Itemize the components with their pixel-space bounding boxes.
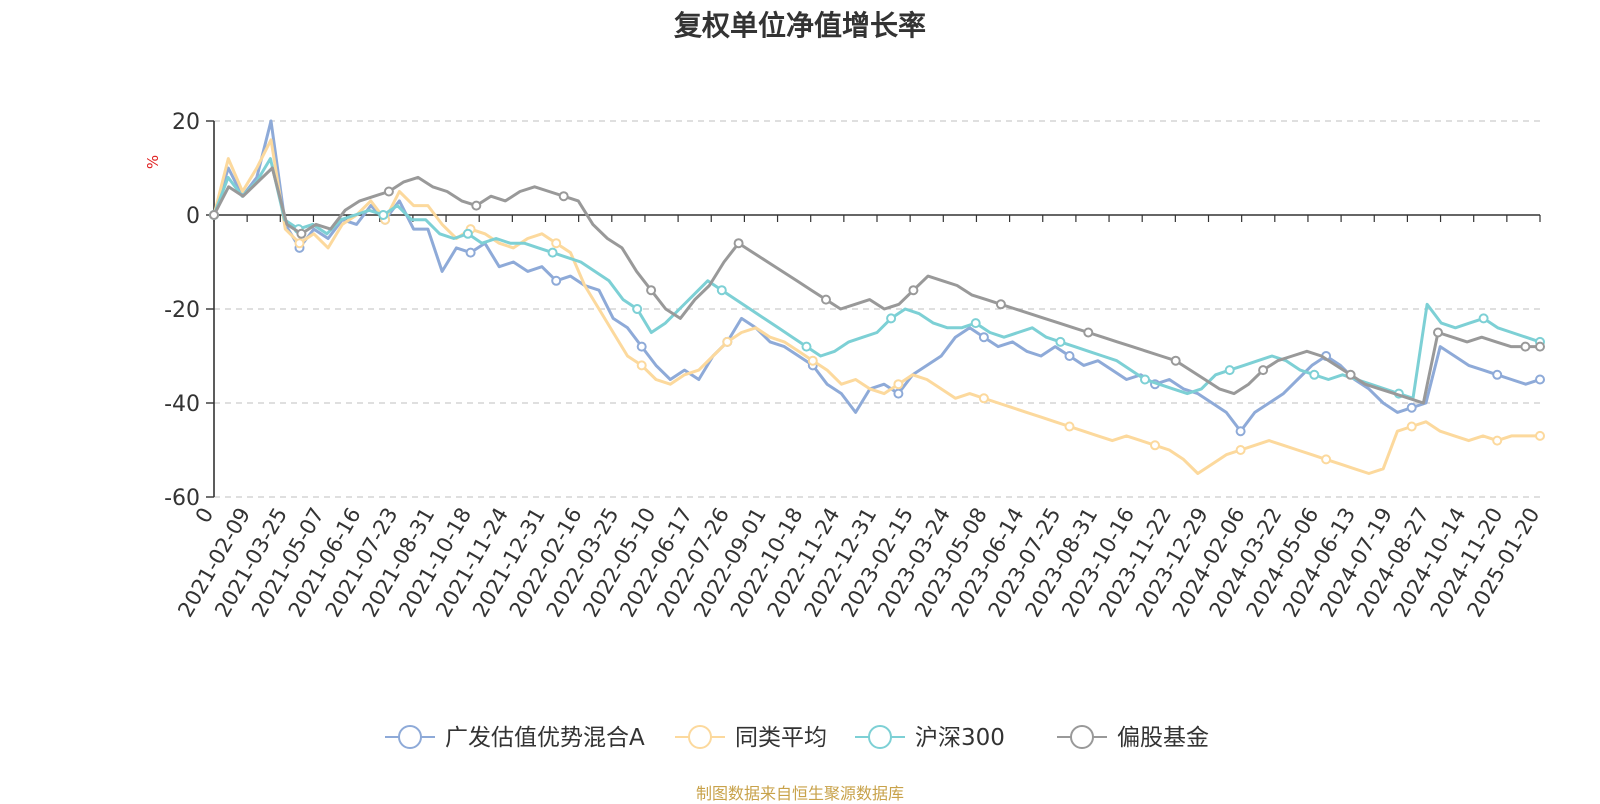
series-point-0	[1235, 426, 1246, 437]
y-tick-label: 20	[172, 110, 200, 135]
series-point-0	[893, 388, 904, 399]
x-tick-label: 0	[191, 504, 218, 528]
series-point-0	[1535, 374, 1545, 385]
series-line-1	[212, 138, 1540, 475]
grid-layer	[214, 120, 1540, 498]
series-point-3	[1433, 327, 1443, 338]
series-point-2	[716, 285, 727, 296]
series-point-3	[296, 228, 307, 239]
series-point-2	[547, 247, 558, 258]
series-point-2	[632, 304, 643, 314]
series-point-2	[970, 318, 981, 329]
legend-label: 广发估值优势混合A	[445, 725, 645, 751]
series-point-1	[1150, 440, 1160, 451]
series-point-1	[636, 360, 647, 371]
legend-label: 偏股基金	[1117, 725, 1209, 751]
series-point-1	[807, 355, 818, 366]
series-point-3	[821, 294, 831, 305]
series-point-1	[722, 336, 733, 347]
y-tick-label: -40	[164, 392, 200, 417]
series-point-1	[294, 238, 305, 249]
series-point-3	[209, 210, 219, 220]
y-tick-label: 0	[186, 204, 200, 229]
series-point-1	[551, 238, 562, 249]
series-point-1	[1235, 445, 1246, 455]
series-point-3	[995, 299, 1006, 310]
series-point-2	[1055, 336, 1066, 347]
series-point-3	[1535, 341, 1545, 352]
series-point-2	[801, 341, 812, 352]
series-point-3	[908, 285, 919, 296]
series-point-2	[1140, 374, 1150, 385]
legend-swatch-marker	[1070, 725, 1094, 749]
chart-svg: 200-20-40-6002021-02-092021-03-252021-05…	[144, 110, 1545, 751]
series-point-1	[978, 393, 989, 404]
series-point-2	[1224, 365, 1235, 376]
series-point-1	[1535, 430, 1545, 441]
series-point-1	[1321, 454, 1332, 465]
series-line-0	[212, 119, 1541, 433]
series-point-0	[636, 341, 647, 352]
series-point-1	[1406, 421, 1417, 432]
legend-item-3: 偏股基金	[1057, 725, 1209, 751]
series-point-3	[1258, 365, 1269, 376]
series-point-2	[886, 313, 897, 324]
chart-title: 复权单位净值增长率	[673, 9, 926, 42]
series-point-0	[465, 247, 476, 258]
legend-label: 同类平均	[735, 725, 827, 751]
y-axis-unit-label: %	[144, 155, 162, 169]
series-point-3	[1520, 341, 1531, 352]
series-line-2	[212, 157, 1541, 400]
legend-swatch-marker	[868, 725, 892, 749]
series-point-3	[383, 186, 394, 197]
series-point-0	[1406, 402, 1417, 413]
legend-item-2: 沪深300	[855, 725, 1005, 751]
legend: 广发估值优势混合A 同类平均 沪深300 偏股基金	[385, 725, 1209, 751]
series-point-2	[462, 228, 473, 239]
source-note: 制图数据来自恒生聚源数据库	[695, 784, 904, 803]
legend-item-1: 同类平均	[675, 725, 827, 751]
series-point-1	[1492, 435, 1503, 446]
series-point-2	[1309, 369, 1320, 380]
series-layer	[209, 119, 1545, 475]
series-point-0	[1064, 351, 1075, 361]
series-point-1	[1064, 421, 1075, 432]
series-line-3	[212, 166, 1540, 405]
series-point-0	[551, 275, 562, 286]
series-point-3	[1170, 355, 1181, 366]
series-point-2	[1478, 313, 1489, 324]
series-point-3	[646, 285, 657, 296]
series-point-3	[1083, 327, 1094, 338]
series-point-0	[1492, 369, 1503, 380]
series-point-2	[378, 210, 389, 220]
series-point-0	[978, 332, 989, 343]
y-tick-label: -60	[164, 486, 200, 511]
series-point-3	[1345, 369, 1356, 380]
legend-swatch-marker	[688, 725, 712, 749]
legend-item-0: 广发估值优势混合A	[385, 725, 645, 751]
series-point-3	[733, 238, 744, 249]
series-point-3	[558, 191, 569, 202]
legend-swatch-marker	[398, 725, 422, 749]
y-tick-label: -20	[164, 298, 200, 323]
series-point-3	[471, 200, 482, 211]
legend-label: 沪深300	[915, 725, 1005, 751]
series-point-1	[893, 379, 904, 390]
